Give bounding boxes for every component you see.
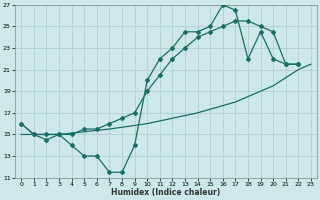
X-axis label: Humidex (Indice chaleur): Humidex (Indice chaleur)	[111, 188, 221, 197]
